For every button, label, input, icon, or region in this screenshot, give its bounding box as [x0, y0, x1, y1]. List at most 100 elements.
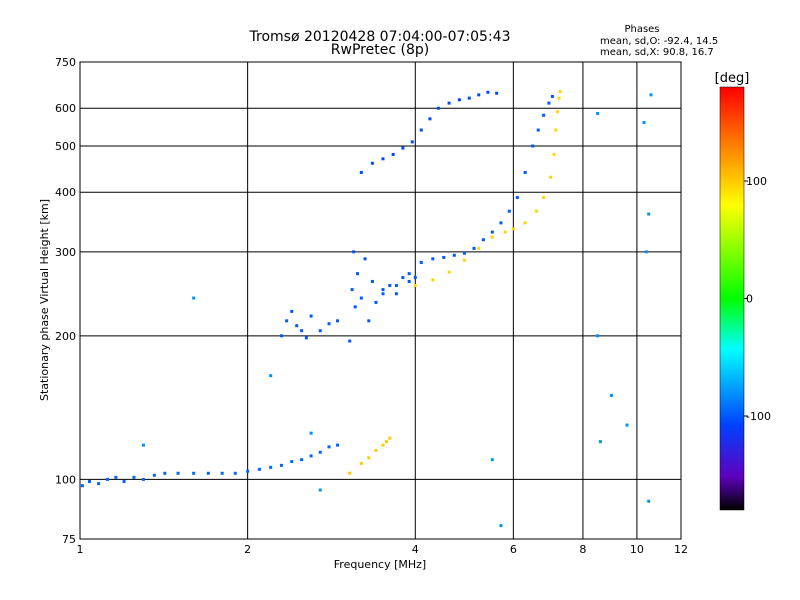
grid [80, 62, 681, 539]
echo-point [381, 443, 385, 447]
phases-header: Phases [624, 24, 659, 35]
echo-point [370, 279, 374, 283]
echo-point [647, 499, 651, 503]
echo-point [515, 195, 519, 199]
echo-point [558, 90, 562, 94]
echo-point [596, 111, 600, 115]
y-tick-label: 75 [62, 533, 76, 546]
echo-point [279, 334, 283, 338]
colorbar-tick-label: 0 [746, 293, 753, 306]
echo-point [97, 482, 101, 486]
echo-point [644, 250, 648, 254]
echo-point [477, 93, 481, 97]
x-tick-label: 8 [579, 543, 586, 556]
echo-point [457, 98, 461, 102]
y-tick-label: 300 [55, 246, 76, 259]
echo-point [304, 336, 308, 340]
colorbar-label: [deg] [715, 71, 750, 86]
echo-point [447, 270, 451, 274]
phases-line-o: mean, sd,O: -92.4, 14.5 [600, 36, 718, 47]
chart-subtitle: RwPretec (8p) [331, 42, 429, 58]
x-axis-label: Frequency [MHz] [334, 558, 426, 571]
echo-point [370, 161, 374, 165]
y-tick-label: 750 [55, 56, 76, 69]
echo-point [490, 230, 494, 234]
echo-point [279, 463, 283, 467]
x-tick-label: 1 [77, 543, 84, 556]
x-tick-label: 12 [674, 543, 688, 556]
echo-point [336, 319, 340, 323]
echo-point [350, 288, 354, 292]
echo-point [80, 484, 84, 488]
echo-point [401, 146, 405, 150]
echo-point [220, 471, 224, 475]
echo-point [327, 445, 331, 449]
echo-point [413, 276, 417, 280]
echo-point [295, 324, 299, 328]
echo-point [490, 235, 494, 239]
echo-point [477, 246, 481, 250]
echo-point [285, 319, 289, 323]
echo-point [467, 96, 471, 100]
echo-point [407, 272, 411, 276]
data-points [80, 90, 653, 528]
echo-point [495, 91, 499, 95]
echo-point [523, 170, 527, 174]
echo-point [176, 471, 180, 475]
echo-point [105, 477, 109, 481]
echo-point [246, 469, 250, 473]
echo-point [394, 283, 398, 287]
y-tick-label: 100 [55, 473, 76, 486]
echo-point [359, 170, 363, 174]
echo-point [442, 255, 446, 259]
echo-point [367, 319, 371, 323]
echo-point [152, 473, 156, 477]
echo-point [490, 458, 494, 462]
echo-point [391, 152, 395, 156]
echo-point [309, 314, 313, 318]
echo-point [269, 374, 273, 378]
echo-point [452, 253, 456, 257]
echo-point [413, 283, 417, 287]
echo-point [327, 322, 331, 326]
echo-point [381, 292, 385, 296]
echo-point [381, 288, 385, 292]
echo-point [141, 443, 145, 447]
echo-point [309, 431, 313, 435]
echo-point [609, 393, 613, 397]
echo-point [419, 128, 423, 132]
echo-point [87, 479, 91, 483]
echo-point [318, 329, 322, 333]
echo-point [363, 257, 367, 261]
echo-point [206, 471, 210, 475]
y-axis-label: Stationary phase Virtual Height [km] [38, 199, 51, 401]
echo-point [428, 117, 432, 121]
echo-point [318, 450, 322, 454]
echo-point [447, 101, 451, 105]
echo-point [290, 460, 294, 464]
echo-point [257, 467, 261, 471]
echo-point [642, 121, 646, 125]
echo-point [542, 113, 546, 117]
y-tick-label: 600 [55, 102, 76, 115]
colorbar: [deg] 100 0 -100 [715, 71, 771, 511]
echo-point [472, 246, 476, 250]
echo-point [367, 456, 371, 460]
phases-line-x: mean, sd,X: 90.8, 16.7 [600, 47, 714, 58]
echo-point [359, 461, 363, 465]
echo-point [381, 157, 385, 161]
echo-point [410, 140, 414, 144]
echo-point [557, 96, 561, 100]
echo-point [534, 209, 538, 213]
echo-point [550, 94, 554, 98]
echo-point [122, 479, 126, 483]
y-tick-label: 200 [55, 330, 76, 343]
echo-point [649, 93, 653, 97]
echo-point [419, 260, 423, 264]
echo-point [431, 278, 435, 282]
echo-point [290, 309, 294, 313]
echo-point [309, 454, 313, 458]
echo-point [348, 339, 352, 343]
colorbar-gradient [719, 86, 745, 511]
